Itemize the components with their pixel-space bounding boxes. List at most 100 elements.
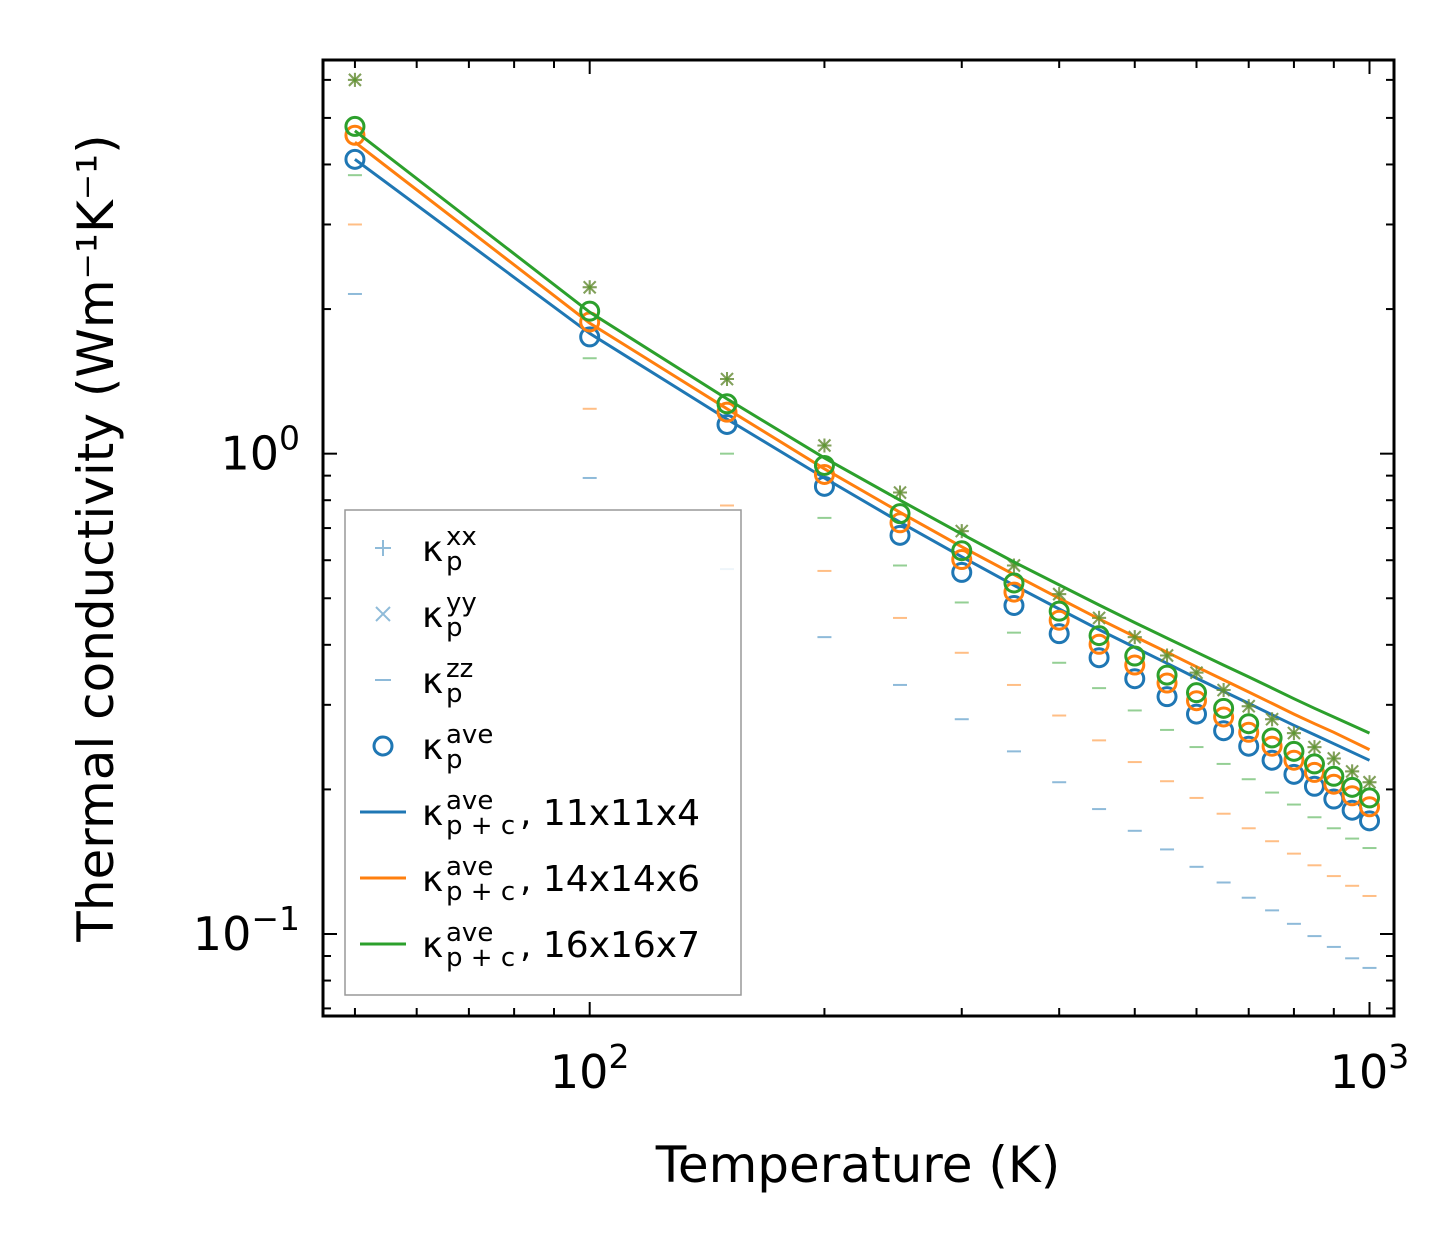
kave-marker xyxy=(344,115,366,137)
kxx-marker xyxy=(1345,764,1360,779)
kyy-marker xyxy=(1327,751,1341,766)
legend-label: κ ave p + c, 11x11x4 xyxy=(422,786,700,841)
kyy-marker xyxy=(1160,648,1174,663)
kave-marker xyxy=(1303,775,1325,797)
kxx-marker xyxy=(817,438,832,453)
kave-marker xyxy=(951,561,973,583)
kave-marker xyxy=(1213,706,1235,728)
kyy-marker xyxy=(817,438,832,453)
kyy-marker xyxy=(1189,665,1204,680)
kave-marker xyxy=(1003,572,1025,594)
kxx-marker xyxy=(1265,712,1280,727)
kave-marker xyxy=(1283,749,1305,771)
x-tick-label: 103 xyxy=(1330,1037,1410,1099)
kxx-marker xyxy=(347,72,362,87)
kyy-marker xyxy=(1307,740,1322,754)
kyy-marker xyxy=(1362,775,1377,789)
kxx-marker xyxy=(1286,726,1301,741)
kxx-marker xyxy=(582,280,597,295)
kyy-marker xyxy=(1007,558,1021,573)
kyy-marker xyxy=(1092,611,1106,625)
kyy-marker xyxy=(1307,740,1322,754)
kave-marker xyxy=(1341,776,1363,798)
kxx-marker xyxy=(1189,665,1204,680)
kyy-marker xyxy=(720,372,734,386)
kyy-marker xyxy=(1287,726,1301,740)
kave-marker xyxy=(1261,727,1283,749)
kave-marker xyxy=(1048,600,1070,622)
kxx-marker xyxy=(1092,610,1107,625)
legend-label: κ ave p + c, 14x14x6 xyxy=(422,852,700,907)
kyy-marker xyxy=(1345,764,1359,779)
kave-marker xyxy=(1359,810,1381,832)
kyy-marker xyxy=(1242,699,1256,713)
kyy-marker xyxy=(1242,699,1256,713)
legend-entry: κ ave p + c, 16x16x7 xyxy=(360,918,700,973)
kxx-marker xyxy=(1345,764,1360,779)
kxx-marker xyxy=(1307,740,1322,755)
kxx-marker xyxy=(1362,775,1377,790)
kave-marker xyxy=(344,124,366,146)
kave-marker xyxy=(1156,664,1178,686)
kyy-marker xyxy=(1160,648,1174,663)
kyy-marker xyxy=(1265,712,1279,726)
kxx-marker xyxy=(582,280,597,295)
kxx-marker xyxy=(1286,726,1301,741)
kpc-line-16x16x7 xyxy=(353,129,1371,735)
kyy-marker xyxy=(582,280,597,295)
circle-icon xyxy=(372,735,394,757)
kave-marker xyxy=(716,414,738,436)
kyy-marker xyxy=(1128,630,1142,644)
legend-entry: κ ave p + c, 14x14x6 xyxy=(360,852,700,907)
kxx-marker xyxy=(893,485,908,500)
kave-marker xyxy=(344,148,366,170)
kyy-marker xyxy=(720,372,734,386)
kave-marker xyxy=(1186,690,1208,712)
kave-marker xyxy=(1283,740,1305,762)
kave-marker xyxy=(1323,765,1345,787)
kyy-marker xyxy=(1216,683,1231,697)
kxx-marker xyxy=(817,438,832,453)
kxx-marker xyxy=(1265,712,1280,727)
kxx-marker xyxy=(1241,699,1256,714)
kxx-marker xyxy=(1052,587,1067,602)
kave-marker xyxy=(1156,672,1178,694)
legend-box xyxy=(344,509,742,996)
kave-marker xyxy=(1261,735,1283,757)
kyy-marker xyxy=(817,438,832,453)
kxx-marker xyxy=(1326,751,1341,766)
kxx-marker xyxy=(1241,699,1256,714)
kyy-marker xyxy=(1052,587,1066,601)
kave-marker xyxy=(1124,645,1146,667)
kxx-marker xyxy=(1052,587,1067,602)
kxx-marker xyxy=(720,372,735,387)
kxx-marker xyxy=(1127,630,1142,645)
kave-marker xyxy=(813,454,835,476)
kyy-marker xyxy=(1345,764,1359,779)
kyy-marker xyxy=(1052,587,1066,601)
kyy-marker xyxy=(1362,775,1377,789)
kyy-marker xyxy=(1128,630,1142,644)
kave-marker xyxy=(1124,654,1146,676)
kave-marker xyxy=(1003,581,1025,603)
kyy-marker xyxy=(1092,611,1106,625)
kave-marker xyxy=(889,524,911,546)
kave-marker xyxy=(1283,763,1305,785)
kyy-marker xyxy=(955,524,969,538)
kave-marker xyxy=(1088,633,1110,655)
kxx-marker xyxy=(817,438,832,453)
kave-marker xyxy=(1238,721,1260,743)
legend-label: κ xx p xyxy=(422,522,477,577)
kave-marker xyxy=(1303,761,1325,783)
kyy-marker xyxy=(1287,726,1301,740)
kave-marker xyxy=(1048,623,1070,645)
kpc-line-11x11x4 xyxy=(354,158,1371,762)
kxx-marker xyxy=(1362,775,1377,790)
kave-marker xyxy=(1156,686,1178,708)
kxx-marker xyxy=(1307,740,1322,755)
kave-marker xyxy=(813,463,835,485)
kyy-marker xyxy=(1216,683,1231,697)
kyy-marker xyxy=(1362,775,1377,789)
kxx-marker xyxy=(893,485,908,500)
